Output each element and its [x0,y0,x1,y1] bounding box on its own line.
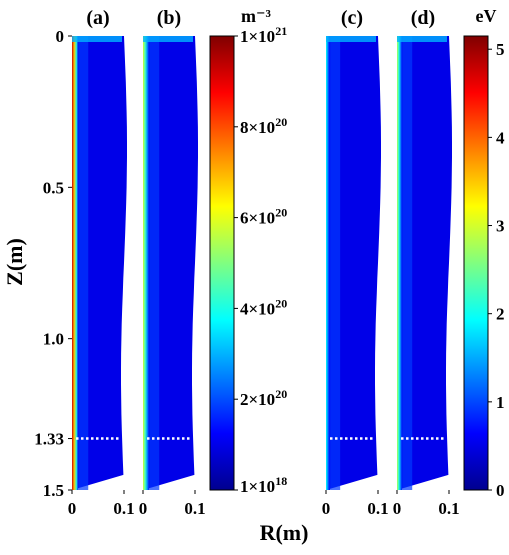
y-tick-label: 1.0 [43,330,64,349]
panel-core-profile [143,36,150,490]
colorbar-tick-mantissa: 1×10 [240,477,275,496]
panel-label: (b) [157,7,181,29]
x-tick-label: 0.1 [184,499,205,518]
panel-label: (c) [341,7,363,29]
colorbars: m⁻³1×10182×10204×10206×10208×10201×1021e… [209,6,505,500]
panel-d: (d) 0 0.1 [393,7,460,518]
colorbar-unit: eV [476,6,497,26]
panel-top-cap [397,36,447,42]
panel-b: (b) 0 0.1 [139,7,206,518]
colorbar-tick-exponent: 20 [275,115,287,129]
colorbar-tick-exponent: 20 [275,296,287,310]
colorbar-tick-mantissa: 4×10 [240,299,275,318]
y-tick-label: 1.33 [34,430,64,449]
panel-core-profile [326,36,331,490]
colorbar-tick-label: 5 [496,40,505,59]
x-axis-label: R(m) [260,520,309,545]
x-tick-label: 0 [393,499,402,518]
panel-label: (d) [411,7,435,29]
panel-transition-band [149,36,160,490]
colorbar-tick-exponent: 21 [275,24,287,38]
x-tick-label: 0 [68,499,77,518]
panel-transition-band [402,36,413,490]
colorbar-2: eV 0 1 2 3 4 5 [463,6,505,500]
x-tick-label: 0.1 [367,499,388,518]
colorbar-tick-label: 4×1020 [240,296,287,318]
colorbar-gradient [463,35,489,491]
panel-transition-band [330,36,341,490]
colorbar-tick-label: 1 [496,393,505,412]
colorbar-tick-label: 2×1020 [240,387,287,409]
panel-top-cap [72,36,122,42]
x-tick-label: 0.1 [113,499,134,518]
panel-core-profile [397,36,403,490]
panel-top-cap [326,36,376,42]
colorbar-tick-label: 2 [496,305,505,324]
y-tick-label: 0 [56,27,65,46]
y-axis-ticks: 0 0.5 1.0 1.33 1.5 [34,27,72,500]
y-tick-label: 0.5 [43,178,64,197]
panel-core-profile [72,36,79,490]
colorbar-tick-mantissa: 8×10 [240,118,275,137]
colorbar-gradient [209,35,235,491]
panel-c: (c) 0 0.1 [322,7,389,518]
panel-transition-band [78,36,89,490]
panel-a: (a) 0 0.1 [68,7,135,518]
panels: (a) 0 0.1 (b) 0 0.1 (c) 0 0.1 (d) 0 0.1 [68,7,460,518]
colorbar-tick-label: 1×1018 [240,474,287,496]
colorbar-tick-exponent: 20 [275,206,287,220]
colorbar-tick-label: 0 [496,481,505,500]
y-tick-label: 1.5 [43,481,64,500]
x-tick-label: 0 [322,499,331,518]
colorbar-tick-exponent: 18 [275,474,287,488]
colorbar-tick-exponent: 20 [275,387,287,401]
colorbar-tick-mantissa: 1×10 [240,27,275,46]
x-tick-label: 0 [139,499,148,518]
x-tick-label: 0.1 [438,499,459,518]
colorbar-tick-label: 4 [496,128,505,147]
colorbar-tick-label: 6×1020 [240,206,287,228]
colorbar-tick-label: 3 [496,217,505,236]
y-axis-label: Z(m) [2,238,27,286]
colorbar-tick-label: 1×1021 [240,24,287,46]
colorbar-tick-mantissa: 6×10 [240,209,275,228]
colorbar-tick-mantissa: 2×10 [240,390,275,409]
colorbar-tick-label: 8×1020 [240,115,287,137]
colorbar-unit: m⁻³ [241,6,271,26]
panel-top-cap [143,36,193,42]
panel-label: (a) [86,7,109,29]
